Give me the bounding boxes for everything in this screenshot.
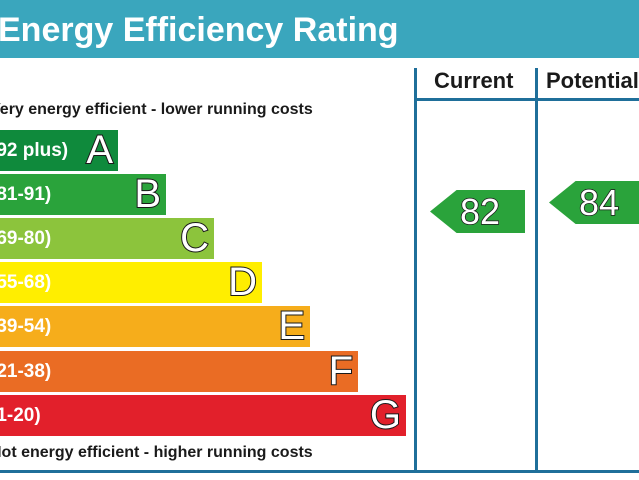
band-c: (69-80) C bbox=[0, 215, 214, 261]
band-d-range: (55-68) bbox=[0, 272, 52, 293]
potential-column-header: Potential bbox=[546, 68, 639, 93]
band-b: (81-91) B bbox=[0, 171, 166, 217]
band-d-letter: D bbox=[227, 259, 258, 305]
potential-rating-arrow: 84 bbox=[549, 181, 639, 224]
rule-middle bbox=[535, 68, 538, 473]
current-rating-value: 82 bbox=[459, 190, 501, 233]
band-c-range: (69-80) bbox=[0, 228, 52, 249]
band-e-letter: E bbox=[277, 303, 306, 349]
band-b-letter: B bbox=[133, 171, 162, 217]
band-a-letter: A bbox=[85, 127, 114, 173]
current-column-header: Current bbox=[434, 68, 514, 93]
rule-header-bottom bbox=[414, 98, 639, 101]
rule-left bbox=[414, 68, 417, 473]
band-d: (55-68) D bbox=[0, 259, 262, 305]
chart-title: Energy Efficiency Rating bbox=[0, 11, 399, 49]
rule-bottom bbox=[0, 470, 639, 473]
caption-top: Very energy efficient - lower running co… bbox=[0, 101, 313, 118]
caption-bottom: Not energy efficient - higher running co… bbox=[0, 444, 313, 461]
potential-rating-value: 84 bbox=[578, 181, 620, 224]
band-b-range: (81-91) bbox=[0, 184, 52, 205]
band-e: (39-54) E bbox=[0, 303, 310, 349]
band-g: (1-20) G bbox=[0, 392, 406, 438]
band-a: (92 plus) A bbox=[0, 127, 118, 173]
band-g-range: (1-20) bbox=[0, 405, 41, 426]
band-c-letter: C bbox=[179, 215, 210, 261]
band-g-letter: G bbox=[369, 392, 402, 438]
band-e-range: (39-54) bbox=[0, 316, 52, 337]
band-f-letter: F bbox=[328, 348, 354, 394]
band-f-range: (21-38) bbox=[0, 361, 52, 382]
current-rating-arrow: 82 bbox=[430, 190, 525, 233]
band-a-range: (92 plus) bbox=[0, 140, 69, 161]
band-f: (21-38) F bbox=[0, 348, 358, 394]
header-bar: Energy Efficiency Rating bbox=[0, 0, 639, 58]
